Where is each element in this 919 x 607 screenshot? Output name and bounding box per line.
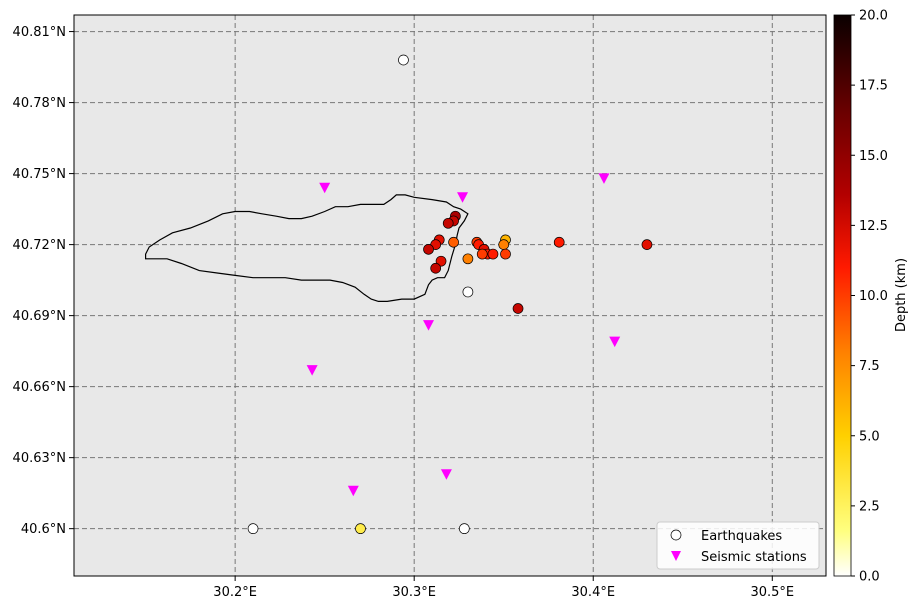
seismic-station-marker bbox=[347, 485, 359, 497]
lon-tick-label: 30.4°E bbox=[571, 585, 615, 600]
lon-tick-label: 30.5°E bbox=[750, 585, 794, 600]
lake-layer bbox=[145, 194, 469, 302]
earthquake-marker bbox=[641, 239, 653, 250]
lon-tick-label: 30.3°E bbox=[392, 585, 436, 600]
colorbar-tick-label: 17.5 bbox=[859, 79, 888, 94]
earthquake-marker bbox=[553, 236, 565, 248]
earthquake-marker bbox=[430, 262, 442, 274]
legend-box bbox=[656, 521, 820, 570]
seismic-station-marker bbox=[440, 469, 452, 480]
lake-outline bbox=[145, 194, 469, 302]
map-frame bbox=[73, 14, 827, 577]
earthquake-marker bbox=[458, 523, 470, 535]
earthquake-marker bbox=[442, 217, 454, 229]
earthquake-marker bbox=[476, 248, 488, 260]
seismic-station-marker bbox=[423, 320, 435, 331]
earthquake-marker bbox=[498, 239, 510, 250]
seismic-stations-layer bbox=[306, 173, 621, 497]
lat-tick-label: 40.81°N bbox=[13, 25, 66, 40]
legend-stations-label: Seismic stations bbox=[701, 550, 807, 565]
colorbar-tick-label: 0.0 bbox=[859, 570, 880, 585]
colorbar-tick-label: 15.0 bbox=[859, 149, 888, 164]
colorbar-tick-label: 20.0 bbox=[859, 9, 888, 24]
lon-tick-label: 30.2°E bbox=[213, 585, 257, 600]
earthquake-marker bbox=[448, 236, 459, 248]
colorbar-tick-label: 12.5 bbox=[859, 219, 888, 234]
colorbar-label: Depth (km) bbox=[894, 258, 909, 332]
colorbar-tick-label: 2.5 bbox=[859, 499, 880, 514]
colorbar-tick-label: 5.0 bbox=[859, 429, 880, 444]
lat-tick-label: 40.75°N bbox=[13, 167, 66, 182]
earthquake-marker bbox=[462, 253, 474, 265]
earthquake-marker bbox=[487, 248, 499, 260]
lat-tick-label: 40.69°N bbox=[13, 309, 66, 324]
lat-tick-label: 40.63°N bbox=[13, 451, 66, 466]
earthquake-marker bbox=[398, 54, 409, 66]
seismic-station-marker bbox=[609, 336, 621, 348]
colorbar-tick-label: 10.0 bbox=[859, 289, 888, 304]
longitude-axis: 30.2°E 30.3°E 30.4°E 30.5°E bbox=[213, 576, 794, 600]
colorbar-ticks: 0.0 2.5 5.0 7.5 10.0 12.5 15.0 17.5 20.0 bbox=[851, 9, 888, 585]
earthquake-marker bbox=[355, 523, 366, 535]
latitude-axis: 40.6°N 40.63°N 40.66°N 40.69°N 40.72°N 40.75°… bbox=[13, 25, 74, 537]
earthquake-marker bbox=[423, 243, 434, 255]
lat-tick-label: 40.66°N bbox=[13, 380, 66, 395]
earthquake-marker bbox=[247, 523, 259, 535]
legend-earthquake-marker bbox=[670, 529, 682, 541]
earthquakes-layer bbox=[247, 54, 653, 535]
legend-station-marker bbox=[671, 551, 681, 561]
lat-tick-label: 40.6°N bbox=[21, 522, 66, 537]
seismic-station-marker bbox=[319, 182, 331, 194]
lat-tick-label: 40.72°N bbox=[13, 238, 66, 253]
legend: Earthquakes Seismic stations bbox=[656, 521, 820, 570]
colorbar-gradient bbox=[833, 14, 852, 577]
colorbar-tick-label: 7.5 bbox=[859, 359, 880, 374]
seismic-station-marker bbox=[457, 192, 469, 203]
earthquake-marker bbox=[512, 303, 524, 314]
map-background bbox=[74, 15, 826, 576]
legend-earthquakes-label: Earthquakes bbox=[701, 529, 782, 544]
earthquake-marker bbox=[462, 286, 474, 298]
seismic-station-marker bbox=[306, 365, 318, 376]
colorbar: 0.0 2.5 5.0 7.5 10.0 12.5 15.0 17.5 20.0 Depth (… bbox=[833, 9, 909, 585]
seismic-station-marker bbox=[598, 173, 610, 184]
earthquake-marker bbox=[500, 248, 511, 260]
earthquake-marker bbox=[435, 255, 447, 267]
lat-tick-label: 40.78°N bbox=[13, 96, 66, 111]
